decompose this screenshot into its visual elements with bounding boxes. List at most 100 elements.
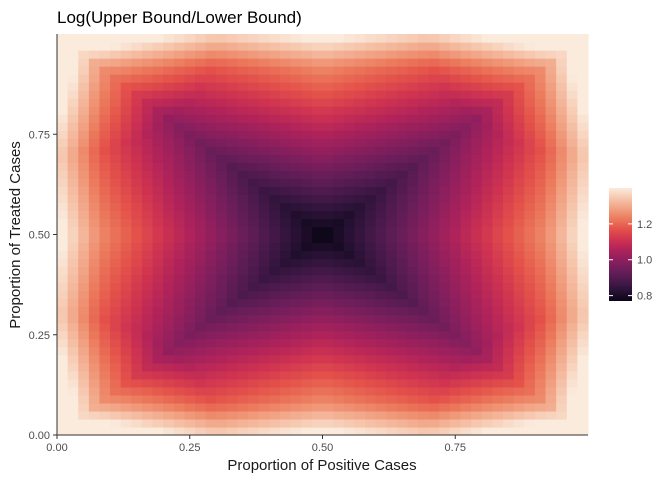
- heatmap-cell: [481, 362, 494, 372]
- heatmap-cell: [141, 138, 154, 147]
- heatmap-cell: [322, 34, 334, 43]
- heatmap-cell: [556, 82, 568, 91]
- heatmap-cell: [375, 146, 387, 155]
- heatmap-cell: [216, 138, 228, 147]
- heatmap-cell: [492, 410, 504, 420]
- heatmap-cell: [460, 34, 472, 43]
- heatmap-cell: [226, 242, 239, 252]
- heatmap-cell: [513, 186, 525, 195]
- heatmap-cell: [481, 58, 494, 67]
- heatmap-cell: [216, 282, 228, 292]
- heatmap-cell: [110, 410, 122, 420]
- heatmap-cell: [99, 266, 111, 276]
- heatmap-cell: [141, 370, 154, 380]
- heatmap-cell: [386, 242, 398, 252]
- heatmap-cell: [269, 314, 281, 324]
- heatmap-cell: [141, 306, 154, 316]
- heatmap-cell: [375, 106, 387, 115]
- heatmap-cell: [57, 218, 69, 228]
- heatmap-cell: [57, 346, 69, 356]
- heatmap-cell: [195, 154, 207, 163]
- heatmap-cell: [439, 146, 451, 155]
- heatmap-cell: [386, 266, 398, 276]
- heatmap-cell: [556, 138, 568, 147]
- heatmap-cell: [407, 106, 419, 115]
- heatmap-cell: [237, 154, 249, 163]
- heatmap-cell: [439, 418, 451, 428]
- heatmap-cell: [78, 226, 90, 236]
- heatmap-cell: [460, 58, 472, 67]
- heatmap-cell: [173, 410, 186, 420]
- heatmap-cell: [280, 146, 292, 155]
- heatmap-cell: [248, 362, 260, 372]
- heatmap-cell: [471, 106, 483, 115]
- heatmap-cell: [311, 202, 324, 212]
- heatmap-cell: [556, 314, 568, 324]
- heatmap-cell: [566, 170, 578, 179]
- heatmap-cell: [364, 234, 377, 244]
- heatmap-cell: [428, 202, 440, 212]
- heatmap-cell: [396, 42, 409, 51]
- heatmap-cell: [556, 74, 568, 83]
- heatmap-cell: [205, 274, 217, 284]
- heatmap-cell: [237, 162, 249, 171]
- heatmap-cell: [248, 170, 260, 179]
- heatmap-cell: [524, 122, 536, 131]
- heatmap-cell: [88, 386, 101, 396]
- heatmap-cell: [226, 250, 239, 260]
- heatmap-cell: [195, 162, 207, 171]
- heatmap-cell: [513, 298, 525, 308]
- heatmap-cell: [110, 298, 122, 308]
- heatmap-cell: [205, 42, 217, 51]
- heatmap-cell: [248, 98, 260, 107]
- heatmap-cell: [449, 186, 462, 195]
- heatmap-cell: [226, 314, 239, 324]
- heatmap-cell: [513, 58, 525, 67]
- heatmap-cell: [311, 122, 324, 131]
- heatmap-cell: [67, 58, 79, 67]
- heatmap-cell: [237, 346, 249, 356]
- y-axis-title: Proportion of Treated Cases: [7, 141, 24, 329]
- heatmap-cell: [110, 338, 122, 348]
- heatmap-cell: [396, 410, 409, 420]
- heatmap-cell: [364, 210, 377, 220]
- x-axis-ticks: 0.00 0.25 0.50 0.75: [46, 435, 466, 454]
- heatmap-cell: [407, 122, 419, 131]
- heatmap-cell: [152, 306, 164, 316]
- heatmap-cell: [364, 394, 377, 404]
- heatmap-cell: [354, 138, 366, 147]
- heatmap-cell: [184, 418, 196, 428]
- heatmap-cell: [577, 386, 589, 396]
- heatmap-cell: [78, 418, 90, 428]
- heatmap-cell: [311, 138, 324, 147]
- heatmap-cell: [88, 130, 101, 139]
- heatmap-cell: [280, 186, 292, 195]
- heatmap-cell: [216, 178, 228, 187]
- heatmap-cell: [503, 178, 515, 187]
- heatmap-cell: [364, 106, 377, 115]
- heatmap-cell: [131, 98, 143, 107]
- heatmap-cell: [428, 402, 440, 412]
- heatmap-cell: [78, 330, 90, 340]
- heatmap-cell: [460, 154, 472, 163]
- heatmap-cell: [311, 178, 324, 187]
- heatmap-cell: [280, 162, 292, 171]
- heatmap-cell: [184, 130, 196, 139]
- heatmap-cell: [524, 394, 536, 404]
- heatmap-cell: [290, 242, 302, 252]
- heatmap-cell: [184, 282, 196, 292]
- heatmap-cell: [311, 410, 324, 420]
- heatmap-cell: [131, 154, 143, 163]
- heatmap-cell: [439, 290, 451, 300]
- heatmap-cell: [481, 290, 494, 300]
- heatmap-cell: [120, 330, 132, 340]
- heatmap-cell: [269, 242, 281, 252]
- heatmap-cell: [439, 346, 451, 356]
- heatmap-cell: [364, 386, 377, 396]
- heatmap-cell: [396, 426, 409, 436]
- heatmap-cell: [290, 418, 302, 428]
- heatmap-cell: [258, 234, 270, 244]
- heatmap-cell: [301, 122, 313, 131]
- heatmap-cell: [205, 186, 217, 195]
- heatmap-cell: [534, 306, 547, 316]
